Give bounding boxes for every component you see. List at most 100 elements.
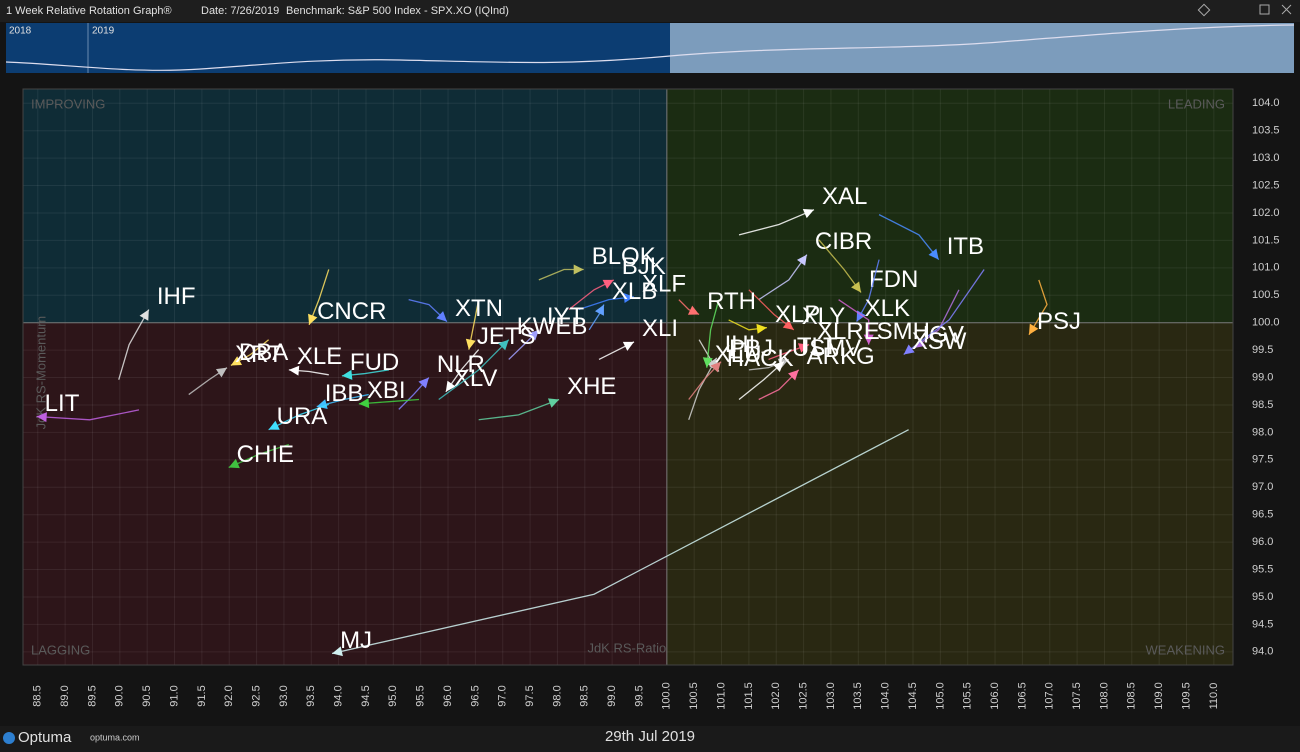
y-tick-label: 103.5 — [1252, 125, 1280, 137]
head-arrow — [851, 281, 862, 293]
x-tick-label: 105.5 — [962, 682, 974, 710]
series-label: BLOK — [592, 243, 656, 270]
x-tick-label: 97.5 — [524, 685, 536, 706]
x-tick-label: 101.0 — [715, 682, 727, 710]
series-label: IBB — [325, 380, 364, 407]
head-arrow — [903, 344, 915, 355]
y-tick-label: 97.5 — [1252, 454, 1273, 466]
y-axis-title: JdK RS-Momentum — [33, 316, 48, 429]
series-label: CNCR — [317, 298, 386, 325]
head-arrow — [308, 313, 318, 325]
y-tick-label: 95.5 — [1252, 563, 1273, 575]
x-axis-title: JdK RS-Ratio — [587, 640, 666, 655]
timeline-selected[interactable] — [6, 23, 670, 73]
brand-url: optuma.com — [90, 732, 140, 742]
tail — [1028, 279, 1048, 336]
x-tick-label: 91.0 — [168, 685, 180, 706]
series-label: XLV — [454, 365, 498, 392]
x-tick-label: 105.0 — [934, 682, 946, 710]
x-tick-label: 95.0 — [387, 685, 399, 706]
x-tick-label: 100.0 — [661, 682, 673, 710]
tail — [706, 299, 720, 368]
y-tick-label: 94.0 — [1252, 646, 1273, 658]
y-tick-label: 94.5 — [1252, 618, 1273, 630]
head-arrow — [788, 369, 799, 381]
head-arrow — [445, 380, 456, 392]
series-label: URA — [277, 403, 328, 430]
tail — [688, 357, 718, 421]
x-tick-label: 103.0 — [825, 682, 837, 710]
x-tick-label: 96.5 — [469, 685, 481, 706]
quadrant-weakening — [666, 322, 1233, 665]
x-tick-label: 88.5 — [32, 685, 44, 706]
series-label: FDN — [869, 266, 918, 293]
logo — [3, 732, 15, 744]
x-tick-label: 102.5 — [797, 682, 809, 710]
quadrant-label: LAGGING — [31, 642, 90, 657]
tail — [36, 409, 140, 421]
y-tick-label: 101.0 — [1252, 262, 1280, 274]
x-tick-label: 99.0 — [606, 685, 618, 706]
series-label: IHI — [725, 331, 756, 358]
quadrant-label: WEAKENING — [1146, 642, 1225, 657]
x-tick-label: 102.0 — [770, 682, 782, 710]
x-tick-label: 93.5 — [305, 685, 317, 706]
date: Date: 7/26/2019 — [201, 5, 279, 17]
control[interactable] — [1197, 3, 1211, 17]
series-label: XLU — [715, 341, 762, 368]
footer-date: 29th Jul 2019 — [605, 728, 695, 745]
timeline-rest[interactable] — [670, 23, 1294, 73]
quadrant-lagging — [23, 322, 667, 665]
head-arrow — [623, 293, 635, 303]
head-arrow — [1028, 323, 1039, 335]
head-arrow — [547, 398, 560, 408]
series-label: XHE — [567, 373, 616, 400]
x-tick-label: 96.0 — [442, 685, 454, 706]
y-tick-label: 100.5 — [1252, 289, 1280, 301]
window-controls[interactable] — [1197, 3, 1292, 17]
head-arrow — [802, 208, 814, 219]
series-label: TLT — [797, 333, 838, 360]
tail — [118, 309, 150, 380]
series-label: KWEB — [517, 313, 588, 340]
quadrant-improving — [23, 89, 667, 323]
y-tick-label: 96.0 — [1252, 536, 1273, 548]
head-arrow — [594, 304, 604, 316]
x-tick-label: 103.5 — [852, 682, 864, 710]
head-arrow — [288, 365, 300, 376]
x-tick-label: 99.5 — [633, 685, 645, 706]
series-label: XLK — [865, 295, 910, 322]
series-label: CHIE — [237, 441, 294, 468]
y-tick-label: 100.0 — [1252, 317, 1280, 329]
timeline-year: 2018 — [9, 26, 32, 37]
close[interactable] — [1281, 4, 1292, 15]
y-tick-label: 102.0 — [1252, 207, 1280, 219]
series-label: PSJ — [1037, 308, 1081, 335]
series-label: XLY — [802, 303, 846, 330]
series-label: BJK — [622, 253, 666, 280]
control[interactable] — [1259, 4, 1270, 15]
tail — [478, 398, 560, 421]
x-tick-label: 104.0 — [880, 682, 892, 710]
head-arrow — [139, 309, 149, 321]
x-tick-label: 94.0 — [333, 685, 345, 706]
tail — [228, 443, 290, 469]
series-label: IHF — [157, 283, 196, 310]
x-tick-label: 98.0 — [551, 685, 563, 706]
series-label: DBA — [239, 339, 288, 366]
x-tick-label: 91.5 — [196, 685, 208, 706]
head-arrow — [436, 311, 447, 322]
series-label: ARKG — [807, 343, 875, 370]
series-label: XBI — [367, 377, 406, 404]
x-tick-label: 90.5 — [141, 685, 153, 706]
timeline-line — [5, 24, 1295, 71]
head-arrow — [498, 339, 509, 351]
series-label: XLI — [642, 315, 678, 342]
series-label: XTN — [455, 295, 503, 322]
head-arrow — [316, 399, 328, 409]
tail — [331, 429, 909, 655]
x-tick-label: 107.5 — [1071, 682, 1083, 710]
head-arrow — [358, 398, 370, 409]
